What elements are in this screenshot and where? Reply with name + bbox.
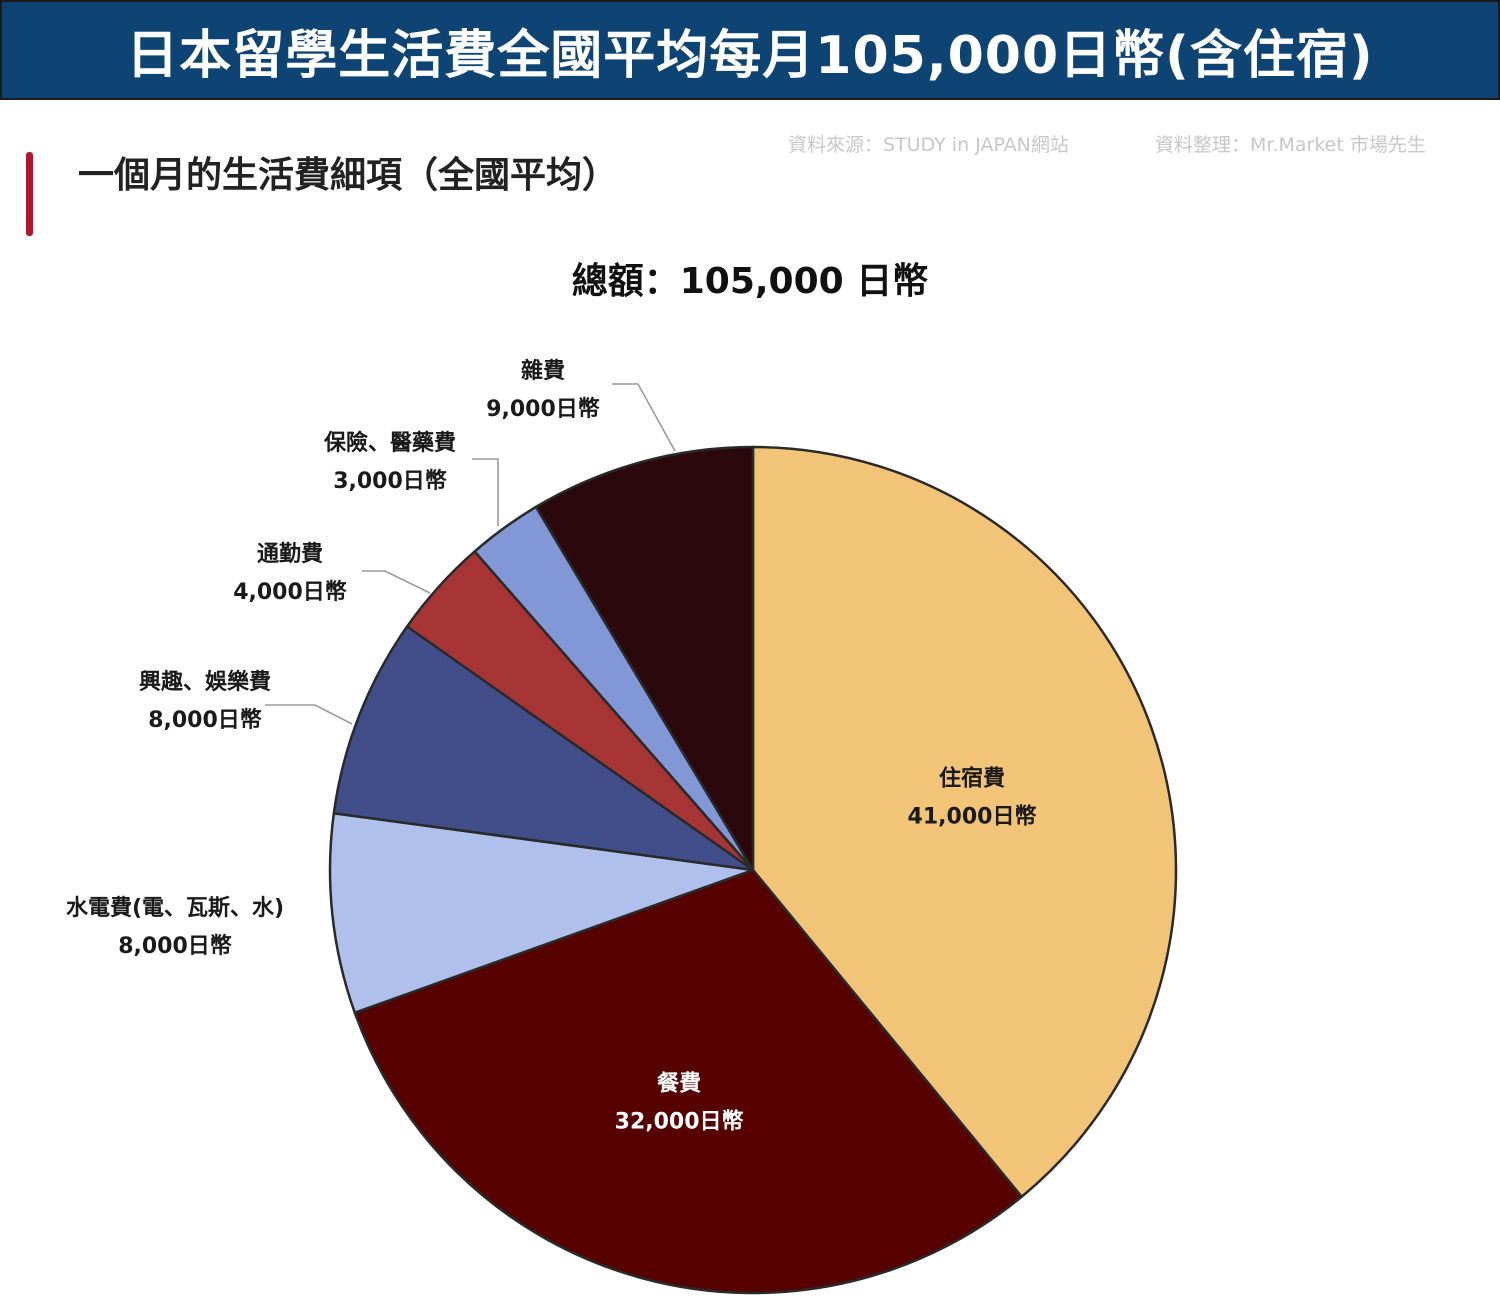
slice-name-label: 住宿費 bbox=[939, 766, 1005, 792]
slice-name-label: 保險、醫藥費 bbox=[323, 430, 456, 456]
slice-value-label: 3,000日幣 bbox=[333, 468, 447, 494]
slice-name-label: 水電費(電、瓦斯、水) bbox=[66, 895, 284, 921]
slice-value-label: 4,000日幣 bbox=[233, 579, 347, 605]
section-accent-bar bbox=[26, 152, 33, 236]
banner-title: 日本留學生活費全國平均每月105,000日幣(含住宿) bbox=[126, 25, 1374, 86]
pie-slices bbox=[328, 445, 1178, 1295]
leader-lines bbox=[265, 383, 676, 725]
slice-value-label: 8,000日幣 bbox=[118, 933, 232, 959]
slice-name-label: 興趣、娛樂費 bbox=[139, 669, 271, 695]
slice-name-label: 餐費 bbox=[657, 1071, 701, 1096]
pie-slice-2 bbox=[328, 811, 755, 1014]
slice-value-label: 32,000日幣 bbox=[615, 1108, 744, 1134]
data-source-note: 資料來源：STUDY in JAPAN網站 bbox=[788, 134, 1069, 156]
total-amount: 總額：105,000 日幣 bbox=[0, 252, 1500, 304]
slice-name-label: 通勤費 bbox=[257, 541, 323, 567]
leader-line-4 bbox=[362, 570, 431, 594]
leader-line-6 bbox=[612, 383, 676, 452]
title-banner: 日本留學生活費全國平均每月105,000日幣(含住宿) bbox=[0, 0, 1500, 100]
total-amount-label: 總額：105,000 日幣 bbox=[571, 261, 929, 302]
compiled-by-note: 資料整理：Mr.Market 市場先生 bbox=[1155, 134, 1426, 156]
leader-line-5 bbox=[472, 458, 499, 526]
pie-slice-1 bbox=[353, 868, 1023, 1295]
pie-slice-6 bbox=[534, 445, 755, 872]
slice-value-label: 9,000日幣 bbox=[486, 396, 600, 422]
section-title: 一個月的生活費細項（全國平均） bbox=[78, 155, 619, 196]
leader-line-3 bbox=[265, 704, 353, 725]
slice-name-label: 雜費 bbox=[521, 358, 565, 384]
pie-slice-3 bbox=[332, 625, 755, 872]
slice-value-label: 8,000日幣 bbox=[148, 707, 262, 733]
slice-value-label: 41,000日幣 bbox=[908, 804, 1037, 830]
pie-slice-0 bbox=[751, 445, 1178, 1198]
slice-labels: 住宿費41,000日幣餐費32,000日幣水電費(電、瓦斯、水)8,000日幣興… bbox=[66, 358, 1037, 1134]
